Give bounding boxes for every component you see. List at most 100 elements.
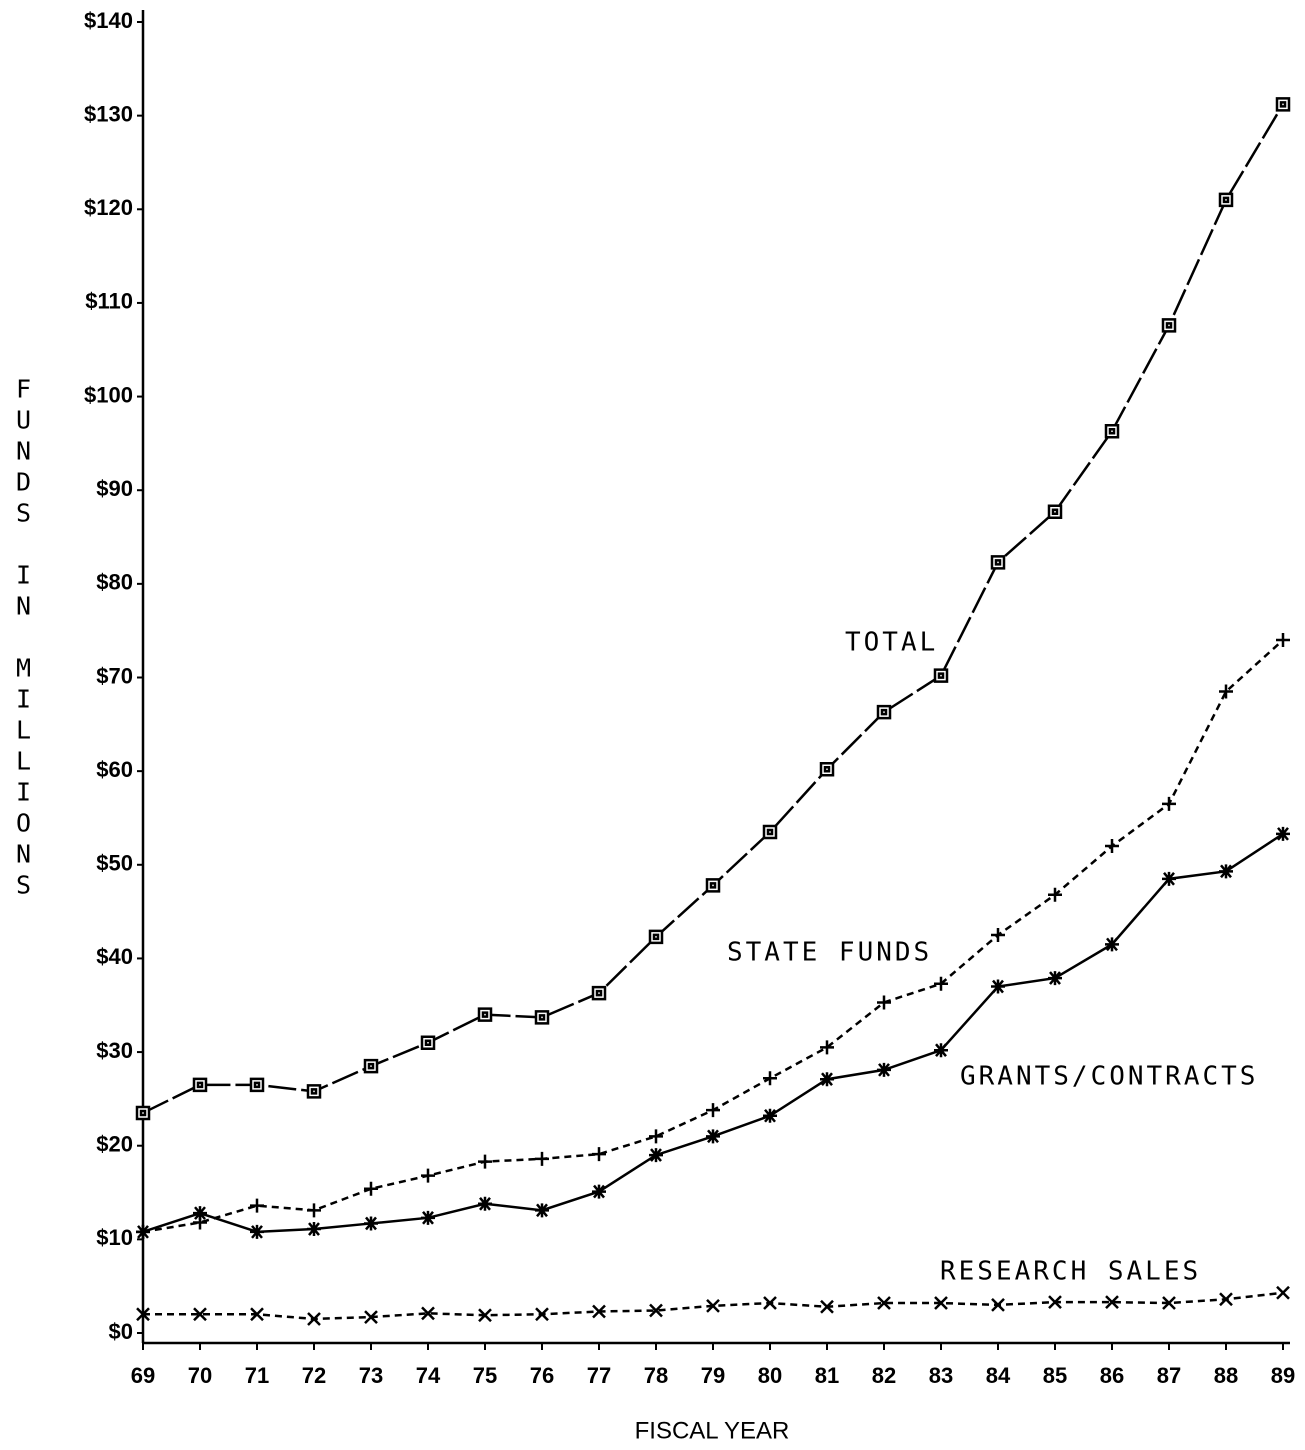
- marker-bg: [593, 987, 605, 1000]
- marker-bg: [707, 879, 719, 892]
- data-point: [1048, 971, 1062, 986]
- x-tick-label: 89: [1271, 1363, 1295, 1388]
- data-point: [820, 1072, 834, 1087]
- data-point: [421, 1168, 435, 1183]
- data-point: [705, 878, 721, 893]
- x-axis-label: FISCAL YEAR: [635, 1417, 790, 1444]
- x-tick-label: 75: [473, 1363, 497, 1388]
- x-tick-label: 80: [758, 1363, 782, 1388]
- data-point: [307, 1312, 321, 1326]
- y-tick-label: $110: [85, 289, 133, 314]
- data-point: [477, 1007, 493, 1022]
- data-point: [478, 1196, 492, 1211]
- y-tick-label: $40: [96, 944, 133, 969]
- marker-bg: [536, 1011, 548, 1024]
- x-tick-label: 81: [815, 1363, 839, 1388]
- data-point: [706, 1298, 720, 1313]
- data-point: [649, 1148, 663, 1163]
- data-point: [135, 1105, 151, 1121]
- marker-bg: [1106, 425, 1118, 438]
- series-line: [142, 832, 1284, 1234]
- data-point: [364, 1216, 378, 1231]
- data-point: [991, 1298, 1005, 1312]
- x-tick-label: 69: [131, 1363, 155, 1388]
- data-point: [1047, 504, 1063, 520]
- data-point: [592, 1304, 606, 1319]
- data-point: [991, 928, 1005, 943]
- data-point: [763, 1108, 777, 1123]
- x-tick-label: 87: [1157, 1363, 1181, 1388]
- y-tick-label: $20: [96, 1132, 133, 1157]
- data-point: [478, 1308, 492, 1323]
- data-point: [706, 1103, 720, 1118]
- data-point: [1275, 97, 1291, 112]
- x-tick-label: 85: [1043, 1363, 1067, 1388]
- data-point: [1161, 318, 1177, 333]
- data-point: [819, 762, 835, 777]
- data-point: [592, 1184, 606, 1199]
- data-point: [1219, 864, 1233, 879]
- x-tick-label: 79: [701, 1363, 725, 1388]
- data-point: [1162, 871, 1176, 886]
- data-point: [1276, 633, 1290, 648]
- series-line: [142, 103, 1285, 1115]
- marker-bg: [821, 763, 833, 776]
- y-tick-label: $0: [109, 1319, 133, 1344]
- x-tick-label: 78: [644, 1363, 668, 1388]
- marker-bg: [194, 1078, 206, 1091]
- x-tick-label: 71: [245, 1363, 269, 1388]
- data-point: [990, 555, 1006, 570]
- data-point: [478, 1154, 492, 1169]
- x-tick-label: 86: [1100, 1363, 1124, 1388]
- data-point: [363, 1058, 379, 1074]
- marker-bg: [650, 930, 662, 943]
- data-point: [820, 1299, 834, 1314]
- x-tick-label: 82: [872, 1363, 896, 1388]
- data-point: [307, 1222, 321, 1237]
- data-point: [307, 1203, 321, 1218]
- data-point: [136, 1307, 150, 1322]
- data-point: [991, 979, 1005, 994]
- x-tick-label: 76: [530, 1363, 554, 1388]
- x-tick-label: 70: [188, 1363, 212, 1388]
- marker-bg: [764, 826, 776, 839]
- marker-bg: [308, 1085, 320, 1098]
- data-point: [934, 976, 948, 991]
- data-point: [933, 668, 949, 683]
- data-point: [306, 1084, 322, 1099]
- series-label: STATE FUNDS: [727, 938, 932, 968]
- data-point: [136, 1224, 150, 1239]
- marker-bg: [935, 669, 947, 682]
- y-tick-label: $60: [96, 757, 133, 782]
- x-tick-label: 84: [986, 1363, 1011, 1388]
- y-axis-label: FUNDS IN MILLIONS: [9, 375, 38, 902]
- data-point: [1219, 1292, 1233, 1307]
- data-point: [420, 1035, 436, 1050]
- data-point: [364, 1181, 378, 1196]
- data-point: [649, 1129, 663, 1144]
- data-point: [1105, 1295, 1119, 1309]
- x-tick-label: 72: [302, 1363, 326, 1388]
- data-point: [250, 1307, 264, 1322]
- data-point: [876, 704, 892, 720]
- marker-bg: [251, 1078, 263, 1091]
- data-point: [1104, 423, 1120, 439]
- data-point: [1048, 887, 1062, 902]
- data-point: [534, 1010, 550, 1025]
- data-point: [364, 1310, 378, 1324]
- series-label: GRANTS/CONTRACTS: [960, 1062, 1258, 1092]
- data-point: [193, 1307, 207, 1322]
- y-tick-label: $30: [96, 1038, 133, 1063]
- data-point: [535, 1151, 549, 1166]
- data-point: [877, 1296, 891, 1310]
- data-point: [1276, 1285, 1290, 1300]
- data-point: [1105, 839, 1119, 854]
- marker-bg: [1220, 193, 1232, 206]
- x-tick-label: 88: [1214, 1363, 1238, 1388]
- series-label: TOTAL: [845, 628, 938, 658]
- marker-bg: [365, 1060, 377, 1073]
- y-tick-label: $100: [84, 382, 133, 407]
- data-point: [1218, 192, 1234, 208]
- y-tick-label: $130: [84, 101, 133, 126]
